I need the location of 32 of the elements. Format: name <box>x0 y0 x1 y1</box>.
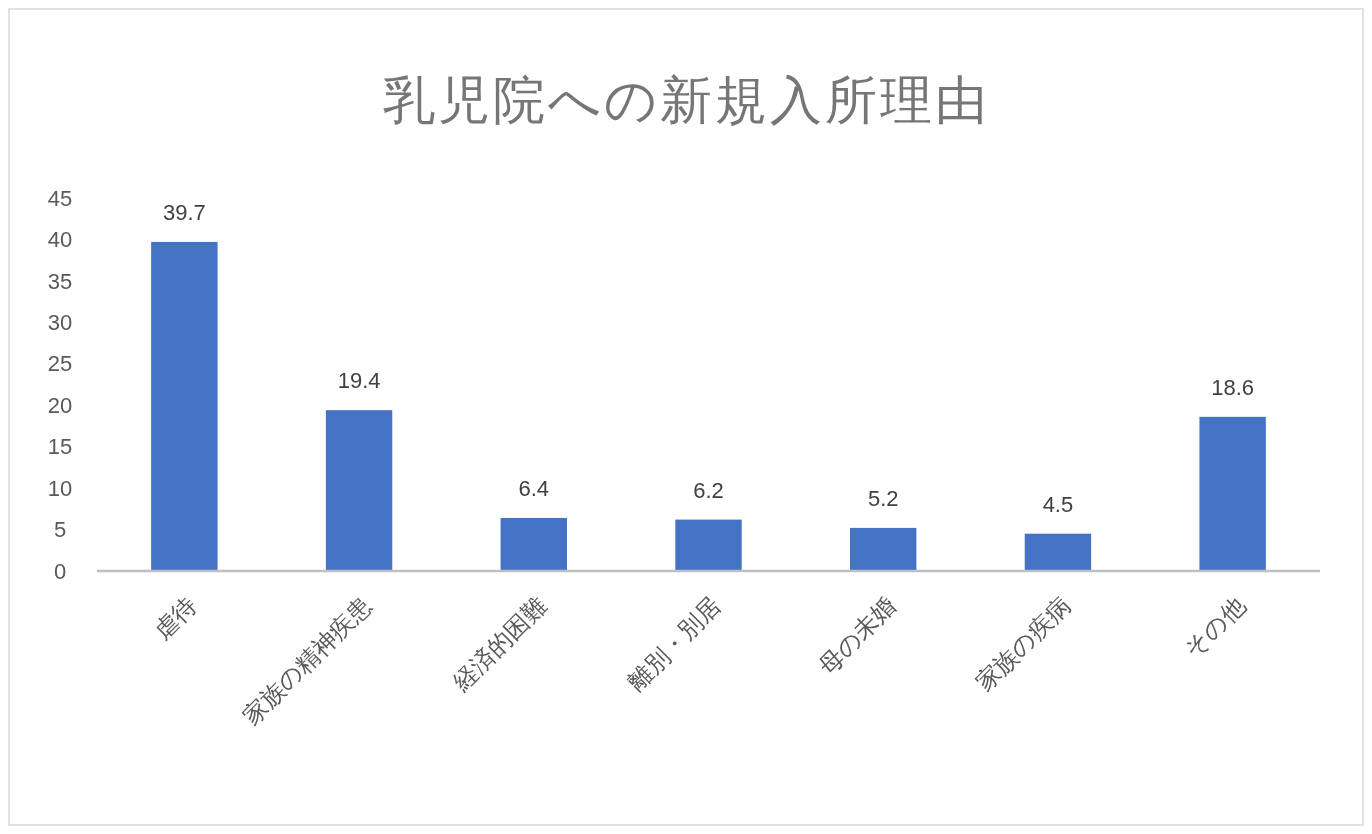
data-label: 6.4 <box>518 475 550 501</box>
y-tick-label: 30 <box>47 310 73 336</box>
x-tick-label: 虐待 <box>148 591 202 645</box>
y-tick-label: 35 <box>47 268 73 294</box>
data-label: 4.5 <box>1042 491 1074 517</box>
x-tick-label: 家族の疾病 <box>970 591 1076 697</box>
x-tick-label: その他 <box>1178 591 1251 663</box>
data-label: 5.2 <box>867 485 899 511</box>
data-label: 39.7 <box>162 199 206 225</box>
chart-title: 乳児院への新規入所理由 <box>382 71 990 129</box>
x-tick-label: 離別・別居 <box>622 591 726 696</box>
bar <box>850 527 917 571</box>
data-label: 6.2 <box>693 477 724 503</box>
y-tick-label: 15 <box>47 434 73 460</box>
data-label: 18.6 <box>1211 374 1255 400</box>
bar <box>1199 416 1266 571</box>
data-label: 19.4 <box>337 368 381 394</box>
bar <box>1024 533 1092 571</box>
y-tick-label: 10 <box>47 475 73 501</box>
x-tick-label: 母の未婚 <box>813 591 901 680</box>
bar <box>151 241 218 571</box>
bar <box>675 519 742 571</box>
x-tick-label: 家族の精神疾患 <box>237 591 377 730</box>
y-tick-label: 5 <box>53 517 67 543</box>
y-tick-label: 45 <box>47 185 73 211</box>
y-tick-label: 25 <box>47 351 73 377</box>
x-tick-label: 経済的困難 <box>446 591 552 697</box>
bar <box>500 517 567 571</box>
bar <box>325 410 393 571</box>
y-tick-label: 20 <box>47 392 73 418</box>
y-tick-label: 40 <box>47 227 73 253</box>
y-tick-label: 0 <box>53 558 67 584</box>
